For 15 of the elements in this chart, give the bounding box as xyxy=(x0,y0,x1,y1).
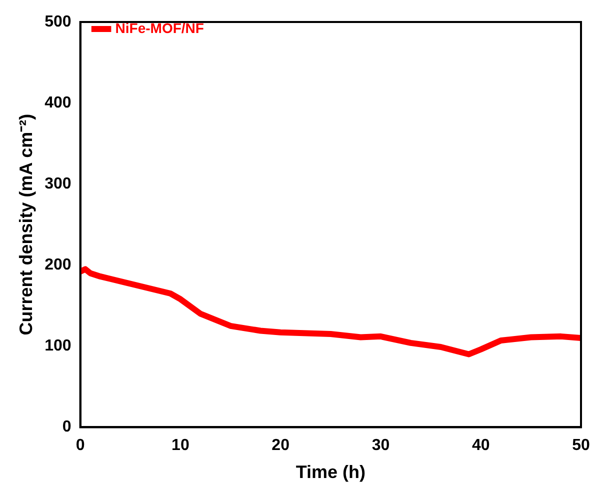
y-tick-label: 400 xyxy=(44,94,72,112)
x-tick-label: 50 xyxy=(572,437,590,454)
y-tick-label: 500 xyxy=(44,13,72,30)
y-tick-label: 100 xyxy=(44,338,72,355)
y-axis-title: Current density (mA cm⁻²) xyxy=(16,114,36,336)
x-tick-label: 0 xyxy=(76,437,85,454)
legend-label: NiFe-MOF/NF xyxy=(115,20,204,36)
x-tick-label: 40 xyxy=(472,437,490,454)
y-tick-label: 0 xyxy=(62,418,72,436)
x-tick-label: 30 xyxy=(372,437,390,454)
x-tick-label: 10 xyxy=(172,437,190,454)
x-tick-label: 20 xyxy=(272,437,290,454)
y-tick-label: 300 xyxy=(44,175,72,192)
y-tick-label: 200 xyxy=(44,256,72,274)
x-axis-title: Time (h) xyxy=(296,462,366,482)
